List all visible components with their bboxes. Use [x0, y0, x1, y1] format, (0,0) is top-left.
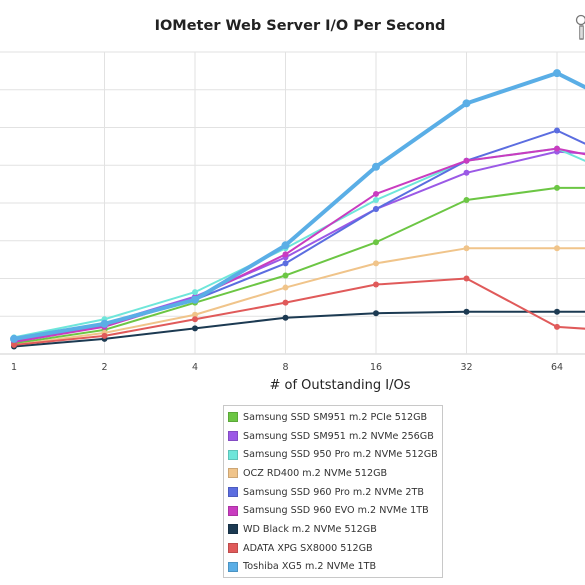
plot-area: 1248163264128	[0, 51, 585, 373]
series-line	[13, 277, 585, 346]
x-tick-label: 32	[460, 362, 472, 373]
legend-item[interactable]: OCZ RD400 m.2 NVMe 512GB	[224, 464, 442, 483]
legend-label: Samsung SSD SM951 m.2 NVMe 256GB	[243, 430, 434, 442]
series-line	[13, 310, 585, 348]
data-point	[192, 289, 198, 296]
x-tick-label: 16	[370, 362, 382, 373]
data-point	[191, 295, 199, 304]
legend-item[interactable]: Samsung SSD 960 Pro m.2 NVMe 2TB	[224, 483, 442, 502]
series-line	[13, 147, 585, 339]
legend-label: ADATA XPG SX8000 512GB	[243, 542, 373, 554]
data-point	[373, 190, 379, 197]
legend-item[interactable]: Samsung SSD SM951 m.2 PCIe 512GB	[224, 408, 442, 427]
legend-swatch	[228, 449, 238, 460]
legend-swatch	[228, 561, 238, 572]
data-point	[100, 319, 109, 328]
legend-swatch	[228, 412, 238, 423]
legend-swatch	[228, 524, 238, 535]
data-point	[10, 334, 18, 343]
legend-swatch	[228, 431, 238, 442]
data-point	[101, 332, 108, 339]
data-point	[373, 196, 379, 203]
data-point	[554, 184, 560, 191]
data-point	[282, 260, 289, 267]
legend-item[interactable]: Samsung SSD SM951 m.2 NVMe 256GB	[224, 427, 442, 446]
legend-item[interactable]: Samsung SSD 960 EVO m.2 NVMe 1TB	[224, 501, 442, 520]
data-point	[463, 157, 470, 164]
data-point	[282, 299, 289, 306]
legend-swatch	[228, 468, 238, 479]
data-point	[553, 69, 561, 78]
data-point	[282, 272, 289, 279]
data-point	[192, 325, 198, 332]
x-tick-label: 8	[282, 362, 288, 373]
series-line	[13, 71, 585, 341]
data-point	[373, 310, 379, 317]
data-point	[373, 260, 379, 267]
legend-label: Samsung SSD 960 EVO m.2 NVMe 1TB	[243, 505, 429, 517]
data-point	[554, 145, 560, 152]
legend-item[interactable]: WD Black m.2 NVMe 512GB	[224, 520, 442, 539]
legend-label: WD Black m.2 NVMe 512GB	[243, 523, 377, 535]
data-point	[554, 323, 560, 330]
data-point	[282, 314, 289, 321]
data-point	[463, 196, 470, 203]
data-point	[192, 316, 198, 323]
legend-item[interactable]: ADATA XPG SX8000 512GB	[224, 539, 442, 558]
data-point	[463, 308, 470, 315]
data-point	[281, 241, 290, 250]
data-point	[554, 127, 560, 134]
legend-swatch	[228, 487, 238, 498]
data-point	[282, 284, 289, 291]
data-point	[11, 341, 17, 348]
x-tick-label: 4	[192, 362, 198, 373]
data-point	[373, 239, 379, 246]
data-point	[554, 245, 560, 252]
data-point	[192, 311, 198, 318]
legend-item[interactable]: Samsung SSD 950 Pro m.2 NVMe 512GB	[224, 445, 442, 464]
data-point	[373, 206, 379, 213]
legend: Samsung SSD SM951 m.2 PCIe 512GB Samsung …	[223, 405, 443, 579]
series-line	[13, 147, 585, 343]
legend-swatch	[228, 543, 238, 554]
data-point	[463, 245, 470, 252]
series-line	[13, 186, 585, 345]
x-tick-label: 1	[11, 362, 17, 373]
data-point	[282, 251, 289, 258]
data-point	[372, 162, 380, 171]
legend-label: Toshiba XG5 m.2 NVMe 1TB	[243, 561, 377, 573]
legend-item[interactable]: Toshiba XG5 m.2 NVMe 1TB	[224, 558, 442, 577]
series-line	[13, 129, 585, 343]
data-point	[554, 308, 560, 315]
data-point	[373, 281, 379, 288]
legend-label: OCZ RD400 m.2 NVMe 512GB	[243, 467, 388, 479]
x-axis-label: # of Outstanding I/Os	[269, 378, 411, 393]
x-tick-label: 64	[551, 362, 563, 373]
legend-swatch	[228, 505, 238, 516]
chart-title: IOMeter Web Server I/O Per Second	[154, 18, 446, 34]
data-point	[463, 169, 470, 176]
series-line	[13, 247, 585, 346]
data-point	[462, 99, 471, 108]
zoom-icon[interactable]	[573, 14, 585, 44]
data-point	[463, 275, 470, 282]
legend-label: Samsung SSD 950 Pro m.2 NVMe 512GB	[243, 449, 438, 461]
legend-label: Samsung SSD SM951 m.2 PCIe 512GB	[243, 411, 428, 423]
x-tick-label: 2	[101, 362, 107, 373]
legend-label: Samsung SSD 960 Pro m.2 NVMe 2TB	[243, 486, 424, 498]
